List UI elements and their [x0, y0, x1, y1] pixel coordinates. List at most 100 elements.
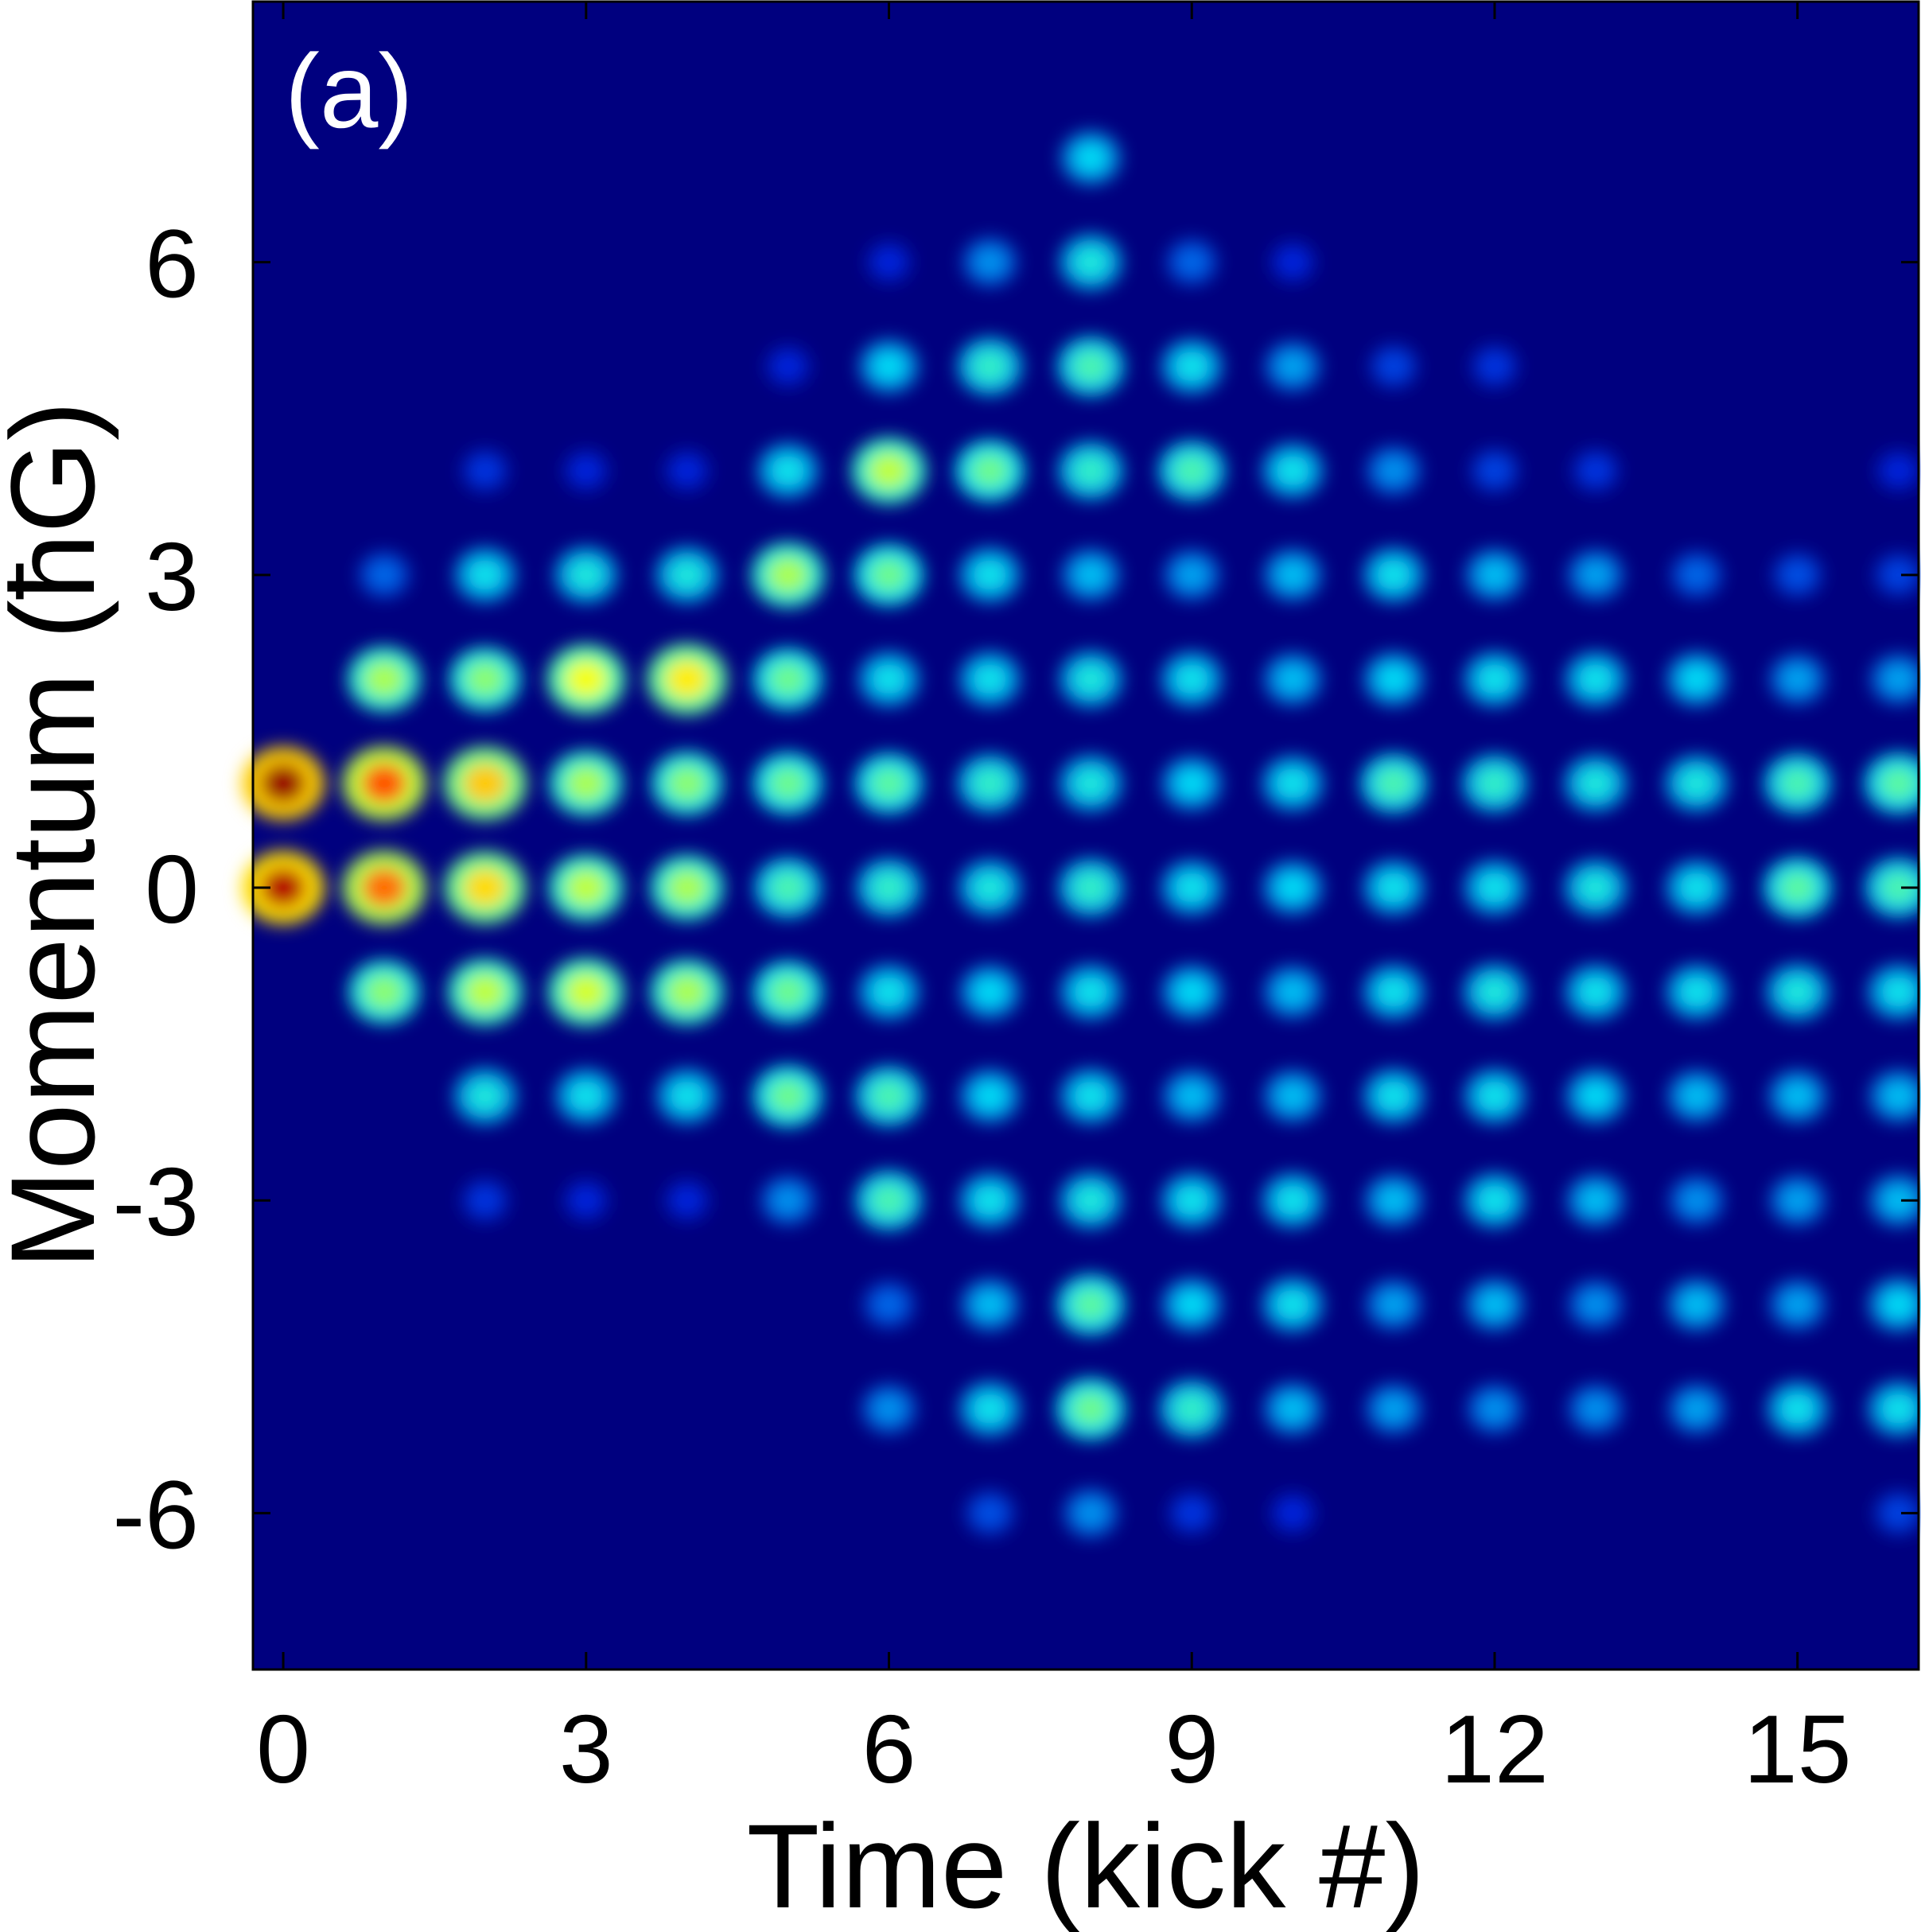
intensity-spot — [965, 1491, 1015, 1536]
intensity-spot — [348, 960, 420, 1024]
intensity-spot — [959, 547, 1021, 603]
intensity-spot — [358, 551, 410, 599]
intensity-spot — [1471, 344, 1519, 388]
intensity-spot — [754, 857, 822, 918]
intensity-spot — [555, 1068, 617, 1124]
intensity-spot — [1666, 964, 1728, 1020]
intensity-spot — [1869, 1174, 1921, 1227]
intensity-spot — [858, 339, 920, 394]
intensity-spot — [1166, 239, 1218, 286]
intensity-spot — [242, 746, 325, 820]
intensity-spot — [1463, 963, 1526, 1020]
intensity-spot — [858, 964, 920, 1020]
intensity-spot — [1769, 1279, 1826, 1331]
intensity-spot — [1262, 1172, 1324, 1228]
intensity-spot — [1369, 344, 1418, 389]
x-axis-ticks: 0 3 6 9 12 15 — [256, 2, 1852, 1803]
intensity-spot — [1060, 1172, 1122, 1229]
intensity-spot — [1465, 549, 1524, 601]
x-tick-label: 6 — [862, 1695, 916, 1803]
intensity-spot — [549, 751, 623, 816]
intensity-spot — [1868, 1277, 1921, 1332]
intensity-spot — [1874, 553, 1921, 597]
intensity-spot — [753, 1065, 823, 1127]
intensity-spot — [449, 647, 521, 711]
intensity-spot — [647, 643, 727, 715]
intensity-spot — [1262, 861, 1323, 915]
intensity-spot — [1764, 753, 1831, 814]
intensity-spot — [1667, 1278, 1726, 1331]
intensity-spot — [1056, 1274, 1125, 1335]
intensity-spot — [1564, 859, 1627, 916]
intensity-spot — [1262, 756, 1324, 811]
intensity-spot — [1565, 964, 1627, 1020]
intensity-spot — [959, 965, 1021, 1019]
intensity-spot — [855, 1170, 923, 1230]
intensity-spot — [1159, 1380, 1224, 1438]
intensity-spot — [1060, 651, 1122, 708]
intensity-spot — [1665, 755, 1729, 812]
y-axis-label: Momentum (ħG) — [0, 401, 119, 1269]
intensity-spot — [1270, 241, 1316, 283]
intensity-spot — [1869, 1070, 1921, 1122]
intensity-spot — [1161, 965, 1222, 1019]
intensity-spot — [1158, 441, 1226, 501]
intensity-spot — [760, 1176, 815, 1226]
x-tick-label: 0 — [256, 1695, 310, 1803]
intensity-spot — [854, 544, 924, 606]
intensity-spot — [1462, 754, 1527, 813]
intensity-spot — [962, 237, 1017, 287]
intensity-spot — [1464, 1068, 1526, 1124]
intensity-spot — [1162, 1070, 1221, 1122]
intensity-spot — [957, 337, 1022, 396]
x-tick-label: 12 — [1441, 1695, 1549, 1803]
intensity-spot — [1365, 1279, 1422, 1331]
plot-frame — [251, 0, 1920, 1671]
intensity-spot — [1263, 966, 1322, 1018]
intensity-spot — [546, 644, 625, 714]
intensity-spot — [959, 859, 1021, 916]
intensity-spot — [1464, 860, 1526, 915]
intensity-spot — [1876, 450, 1921, 492]
intensity-spot — [1565, 1069, 1626, 1124]
intensity-spot — [1666, 652, 1727, 706]
intensity-spot — [1161, 339, 1223, 395]
intensity-spot — [1263, 549, 1322, 601]
intensity-spot — [1363, 652, 1424, 706]
intensity-spot — [1263, 1382, 1322, 1436]
intensity-spot — [1567, 550, 1624, 601]
intensity-spot — [461, 449, 509, 492]
intensity-spot — [1568, 1280, 1624, 1330]
intensity-spot — [1060, 234, 1122, 290]
intensity-spot — [1572, 449, 1620, 492]
intensity-spot — [1265, 340, 1321, 392]
intensity-spot — [1769, 654, 1826, 705]
intensity-spot — [1566, 1174, 1625, 1227]
intensity-spot — [858, 651, 920, 707]
intensity-spot — [1870, 654, 1921, 705]
intensity-spot — [1874, 1491, 1921, 1535]
intensity-spot — [1364, 1174, 1423, 1227]
intensity-spot — [1564, 755, 1627, 812]
intensity-spot — [563, 1180, 609, 1221]
x-axis-label: Time (kick #) — [747, 1799, 1425, 1932]
intensity-spot — [1161, 756, 1222, 811]
intensity-spot — [1161, 1172, 1223, 1228]
intensity-spot — [1262, 443, 1324, 499]
plot-area — [242, 0, 1921, 1671]
intensity-spot — [1565, 651, 1627, 707]
intensity-spot — [851, 437, 927, 504]
intensity-spot — [655, 546, 719, 604]
intensity-spot — [1363, 547, 1425, 603]
intensity-spots — [242, 130, 1921, 1538]
intensity-spot — [1164, 550, 1220, 601]
intensity-spot — [656, 1068, 718, 1124]
intensity-spot — [959, 1069, 1021, 1124]
intensity-spot — [753, 752, 823, 814]
intensity-spot — [1363, 860, 1425, 915]
intensity-spot — [1669, 1176, 1725, 1226]
intensity-spot — [554, 546, 618, 604]
intensity-spot — [549, 854, 624, 921]
panel-label: (a) — [285, 33, 413, 150]
